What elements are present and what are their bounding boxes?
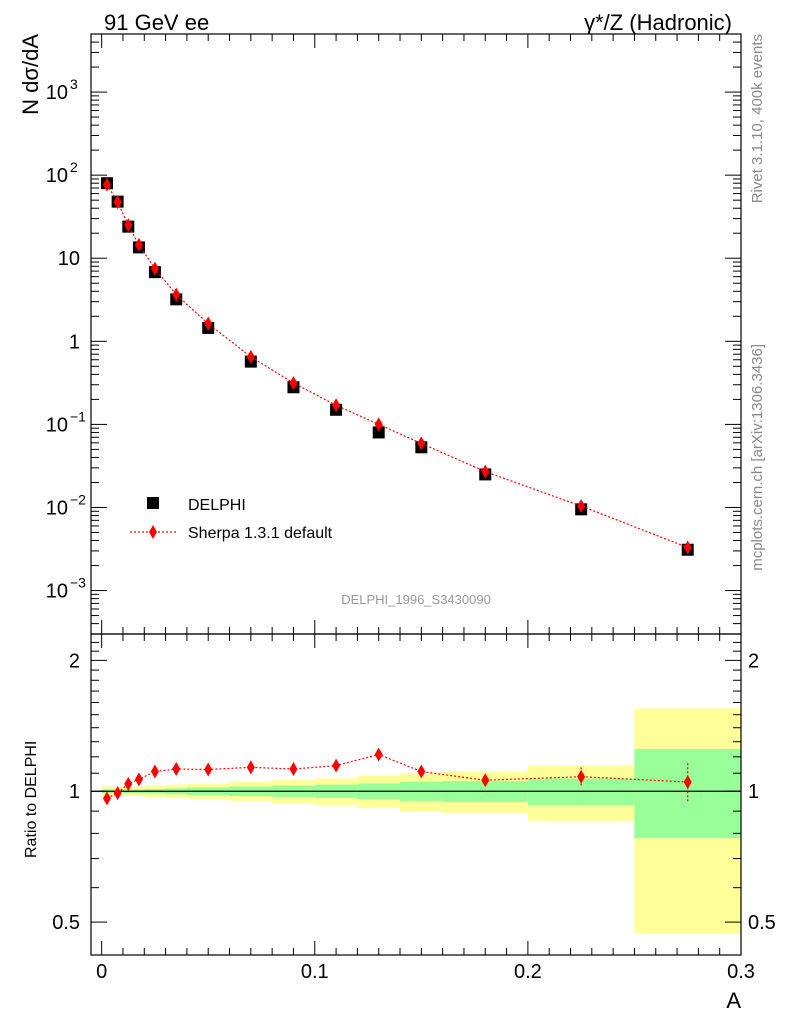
mc-point [246, 349, 255, 364]
mc-point [172, 287, 181, 302]
x-tick-label: 0.2 [514, 961, 542, 983]
ratio-point [481, 773, 490, 788]
ratio-point [683, 775, 692, 790]
x-tick-label: 0 [96, 961, 107, 983]
x-tick-label: 0.3 [727, 961, 755, 983]
ratio-point [417, 764, 426, 779]
legend: DELPHI Sherpa 1.3.1 default [130, 497, 333, 542]
ratio-point [124, 776, 133, 791]
mc-point [150, 261, 159, 276]
ratio-point [332, 758, 341, 773]
y-axis-label: N dσ/dA [18, 34, 43, 115]
y-tick-label: 10 [46, 82, 68, 104]
mc-line [106, 184, 688, 549]
ratio-point [246, 760, 255, 775]
data-point [372, 426, 385, 439]
watermark-label: DELPHI_1996_S3430090 [341, 592, 491, 607]
mc-point [577, 499, 586, 514]
ratio-point [102, 791, 111, 806]
mc-point [481, 464, 490, 479]
y-tick-exponent: −3 [70, 575, 86, 591]
y-tick-label: 10 [46, 414, 68, 436]
ratio-y-tick-label-right: 0.5 [748, 912, 776, 934]
mc-point [113, 195, 122, 210]
mc-point [124, 218, 133, 233]
y-tick-exponent: −2 [70, 491, 86, 507]
legend-mc-marker [149, 525, 157, 539]
legend-data-label: DELPHI [188, 497, 246, 514]
mc-point [289, 375, 298, 390]
y-tick-label: 10 [46, 497, 68, 519]
ratio-y-tick-label: 2 [69, 650, 80, 672]
lower-frame [90, 633, 742, 956]
y-tick-label: 10 [58, 248, 80, 270]
mc-point [417, 436, 426, 451]
mc-point [374, 417, 383, 432]
y-tick-exponent: 3 [70, 76, 78, 92]
mc-point [683, 540, 692, 555]
ratio-point [134, 772, 143, 787]
ratio-y-tick-label-right: 2 [748, 650, 759, 672]
ratio-y-tick-label: 0.5 [52, 912, 80, 934]
x-tick-label: 0.1 [301, 961, 329, 983]
header-right-title: γ*/Z (Hadronic) [584, 10, 732, 35]
ratio-point [172, 762, 181, 777]
ratio-line [106, 753, 688, 799]
mc-point [134, 237, 143, 252]
y-tick-exponent: 2 [70, 159, 78, 175]
band-stat-14 [634, 749, 741, 839]
mcplots-label: mcplots.cern.ch [arXiv:1306.3436] [749, 344, 766, 571]
ratio-point [577, 769, 586, 784]
legend-data-marker [147, 497, 159, 509]
x-axis-label: A [726, 988, 741, 1013]
mc-point [204, 316, 213, 331]
ratio-point [204, 762, 213, 777]
ratio-point [374, 747, 383, 762]
ratio-y-tick-label: 1 [69, 781, 80, 803]
mc-point [332, 398, 341, 413]
ratio-point [150, 764, 159, 779]
y-tick-label: 1 [69, 331, 80, 353]
legend-mc-label: Sherpa 1.3.1 default [188, 525, 333, 542]
rivet-label: Rivet 3.1.10, 400k events [749, 34, 766, 203]
y-tick-label: 10 [46, 581, 68, 603]
upper-frame [90, 33, 742, 635]
header-left-title: 91 GeV ee [104, 10, 209, 35]
ratio-point [289, 762, 298, 777]
ratio-y-tick-label-right: 1 [748, 781, 759, 803]
y-tick-exponent: −1 [70, 408, 86, 424]
mc-point [102, 177, 111, 192]
y-tick-label: 10 [46, 165, 68, 187]
ratio-y-axis-label: Ratio to DELPHI [23, 741, 40, 858]
ratio-point [113, 786, 122, 801]
lower-panel: 0 0.1 0.2 0.3 A 0.5 0.5 1 1 2 2 Ratio to DELPHI [23, 633, 776, 1013]
